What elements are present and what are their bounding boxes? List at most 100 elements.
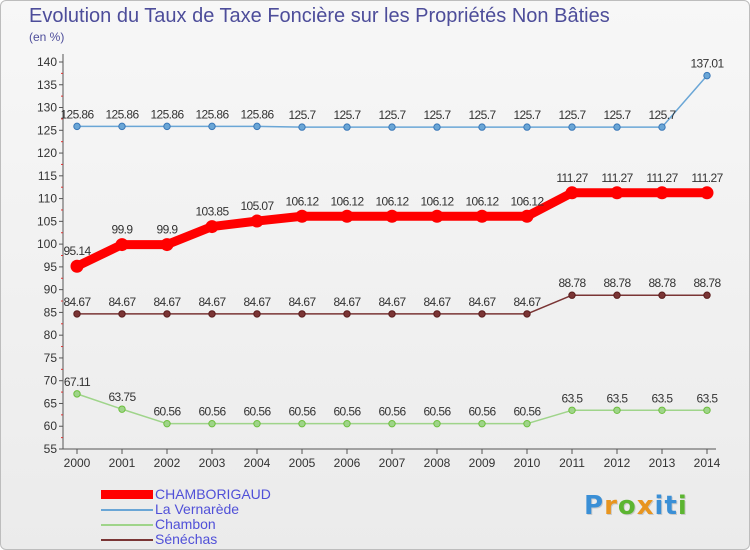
- data-point: [73, 390, 81, 398]
- data-label: 67.11: [64, 375, 91, 389]
- data-point: [433, 310, 441, 318]
- data-point: [208, 419, 216, 428]
- data-label: 125.86: [150, 107, 184, 121]
- logo-letter: i: [654, 491, 665, 521]
- data-point: [658, 406, 666, 414]
- data-point: [298, 310, 306, 318]
- x-tick-label: 2014: [694, 456, 721, 470]
- data-label: 88.78: [693, 276, 721, 290]
- data-label: 60.56: [333, 405, 361, 419]
- x-tick-label: 2000: [64, 456, 91, 470]
- data-point: [343, 419, 351, 428]
- data-point: [70, 259, 84, 273]
- data-point: [253, 310, 261, 318]
- data-label: 84.67: [108, 295, 136, 309]
- data-point: [163, 310, 171, 318]
- data-label: 125.7: [513, 108, 541, 122]
- y-tick-label: 80: [44, 328, 58, 342]
- y-tick-label: 70: [44, 374, 58, 388]
- data-point: [208, 122, 216, 131]
- x-tick-label: 2011: [559, 456, 585, 470]
- data-label: 84.67: [378, 295, 406, 309]
- data-label: 125.86: [60, 107, 94, 121]
- logo-letter: i: [677, 491, 688, 521]
- data-point: [568, 123, 576, 131]
- data-label: 125.86: [240, 107, 274, 121]
- data-point: [160, 238, 174, 252]
- data-label: 88.78: [648, 276, 676, 290]
- data-point: [613, 123, 621, 131]
- chart-title: Evolution du Taux de Taxe Foncière sur l…: [29, 5, 610, 27]
- data-label: 60.56: [513, 405, 541, 419]
- legend-swatch: [101, 539, 153, 541]
- data-point: [253, 419, 261, 428]
- data-point: [568, 406, 576, 414]
- data-point: [253, 122, 261, 131]
- x-tick-label: 2006: [334, 456, 361, 470]
- x-tick-label: 2002: [154, 456, 181, 470]
- data-point: [340, 209, 354, 223]
- y-tick-label: 85: [44, 305, 58, 319]
- data-point: [118, 122, 126, 131]
- x-tick-label: 2010: [514, 456, 541, 470]
- data-label: 125.7: [423, 108, 451, 122]
- data-label: 125.86: [195, 107, 229, 121]
- y-tick-label: 95: [44, 260, 58, 274]
- legend-swatch: [101, 524, 153, 526]
- data-point: [118, 405, 126, 413]
- data-point: [163, 122, 171, 131]
- y-tick-label: 135: [37, 78, 57, 92]
- data-point: [298, 123, 306, 131]
- data-point: [205, 220, 219, 234]
- data-label: 106.12: [285, 194, 319, 208]
- logo-letter: P: [584, 491, 605, 521]
- legend-swatch: [101, 490, 153, 499]
- data-point: [343, 123, 351, 131]
- data-point: [73, 310, 81, 318]
- data-point: [613, 291, 621, 299]
- data-label: 60.56: [468, 405, 496, 419]
- data-label: 60.56: [243, 405, 271, 419]
- data-label: 84.67: [198, 295, 226, 309]
- data-label: 111.27: [601, 171, 633, 185]
- data-label: 60.56: [288, 405, 316, 419]
- y-tick-label: 65: [44, 396, 58, 410]
- data-label: 63.5: [652, 391, 674, 405]
- data-point: [478, 123, 486, 131]
- data-label: 106.12: [510, 194, 544, 208]
- data-label: 84.67: [513, 295, 541, 309]
- y-tick-label: 100: [37, 237, 57, 251]
- x-tick-label: 2007: [379, 456, 406, 470]
- data-label: 125.86: [105, 107, 139, 121]
- x-tick-label: 2013: [649, 456, 676, 470]
- logo-letter: o: [617, 491, 637, 521]
- data-label: 125.7: [333, 108, 361, 122]
- data-label: 137.01: [690, 57, 724, 71]
- data-label: 106.12: [420, 194, 454, 208]
- data-label: 88.78: [603, 276, 631, 290]
- data-label: 125.7: [378, 108, 406, 122]
- data-label: 125.7: [288, 108, 316, 122]
- data-point: [703, 406, 711, 414]
- data-label: 60.56: [423, 405, 451, 419]
- logo-letter: r: [604, 491, 618, 521]
- data-point: [385, 209, 399, 223]
- series-chamborigaud: 95.14 99.9 99.9 103.85 105.07 106.12 106.12 106…: [63, 171, 724, 273]
- logo-letter: x: [636, 491, 655, 521]
- data-point: [433, 419, 441, 428]
- data-point: [658, 291, 666, 299]
- y-tick-label: 105: [37, 214, 57, 228]
- x-tick-label: 2005: [289, 456, 316, 470]
- data-point: [478, 310, 486, 318]
- data-label: 106.12: [375, 194, 409, 208]
- x-tick-label: 2008: [424, 456, 451, 470]
- data-label: 60.56: [153, 405, 181, 419]
- data-point: [388, 310, 396, 318]
- x-tick-label: 2003: [199, 456, 226, 470]
- data-point: [703, 71, 711, 80]
- data-label: 84.67: [333, 295, 361, 309]
- data-label: 84.67: [423, 295, 451, 309]
- y-tick-label: 130: [37, 101, 57, 115]
